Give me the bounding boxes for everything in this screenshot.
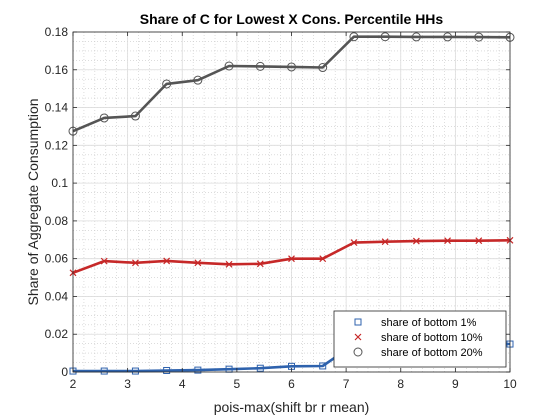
data-point xyxy=(163,257,171,265)
x-tick-label: 9 xyxy=(452,377,459,391)
data-point xyxy=(256,364,264,372)
legend-marker xyxy=(353,347,363,357)
y-tick-label: 0.16 xyxy=(45,63,69,77)
y-tick-label: 0.18 xyxy=(45,25,69,39)
tick-layer: 2 3 4 5 6 7 8 9 10 0 0.02 0.04 0.06 0.08 0.1 0.12 0.14 0.… xyxy=(45,25,517,391)
legend-entries: share of bottom 1% share of bottom 10% sha… xyxy=(353,317,483,359)
chart-title: Share of C for Lowest X Cons. Percentile… xyxy=(140,11,444,27)
data-point xyxy=(287,62,296,72)
data-point xyxy=(350,239,358,247)
legend-label: share of bottom 1% xyxy=(381,317,477,329)
data-point xyxy=(443,32,453,42)
x-tick-label: 3 xyxy=(124,377,131,391)
data-point xyxy=(349,32,359,42)
data-point xyxy=(162,79,172,89)
data-point xyxy=(100,257,108,265)
y-tick-label: 0.06 xyxy=(45,252,69,266)
y-tick-label: 0.14 xyxy=(45,101,69,115)
data-point xyxy=(319,362,327,370)
data-point xyxy=(474,32,484,42)
y-axis-label: Share of Aggregate Consumption xyxy=(25,98,41,305)
data-point xyxy=(256,260,264,268)
legend-marker xyxy=(354,318,362,326)
legend-label: share of bottom 10% xyxy=(381,332,483,344)
data-point xyxy=(163,366,171,374)
y-tick-label: 0.1 xyxy=(51,176,68,190)
y-tick-label: 0.12 xyxy=(45,138,69,152)
data-point xyxy=(132,259,139,267)
x-tick-label: 10 xyxy=(503,377,517,391)
x-axis-label: pois-max(shift br r mean) xyxy=(214,399,370,415)
data-point xyxy=(194,259,202,267)
data-point xyxy=(193,75,203,85)
data-point xyxy=(194,366,202,374)
data-point xyxy=(380,32,390,42)
data-point xyxy=(100,367,108,375)
series-2 xyxy=(69,236,514,277)
data-point xyxy=(131,367,139,375)
series-line xyxy=(72,35,511,133)
legend: share of bottom 1% share of bottom 10% sha… xyxy=(333,310,507,368)
data-point xyxy=(411,32,421,42)
data-point xyxy=(475,237,483,245)
x-tick-label: 2 xyxy=(70,377,77,391)
data-point xyxy=(255,61,265,71)
data-point xyxy=(412,237,420,245)
data-point xyxy=(225,260,233,268)
y-tick-label: 0.04 xyxy=(45,289,69,303)
y-tick-label: 0 xyxy=(61,365,68,379)
data-point xyxy=(381,238,389,246)
y-tick-label: 0.02 xyxy=(45,327,69,341)
y-tick-label: 0.08 xyxy=(45,214,69,228)
data-point xyxy=(318,63,328,73)
data-point xyxy=(224,61,234,71)
x-tick-label: 6 xyxy=(288,377,295,391)
legend-marker xyxy=(354,333,362,341)
x-tick-label: 4 xyxy=(179,377,186,391)
data-point xyxy=(288,255,295,263)
legend-box xyxy=(333,310,507,368)
x-tick-label: 7 xyxy=(343,377,350,391)
data-point xyxy=(444,237,451,245)
data-point xyxy=(130,111,140,121)
x-tick-label: 5 xyxy=(234,377,241,391)
x-tick-label: 8 xyxy=(397,377,404,391)
data-point xyxy=(319,255,327,263)
legend-label: share of bottom 20% xyxy=(381,347,483,359)
data-point xyxy=(99,113,109,123)
series-3 xyxy=(68,32,515,136)
